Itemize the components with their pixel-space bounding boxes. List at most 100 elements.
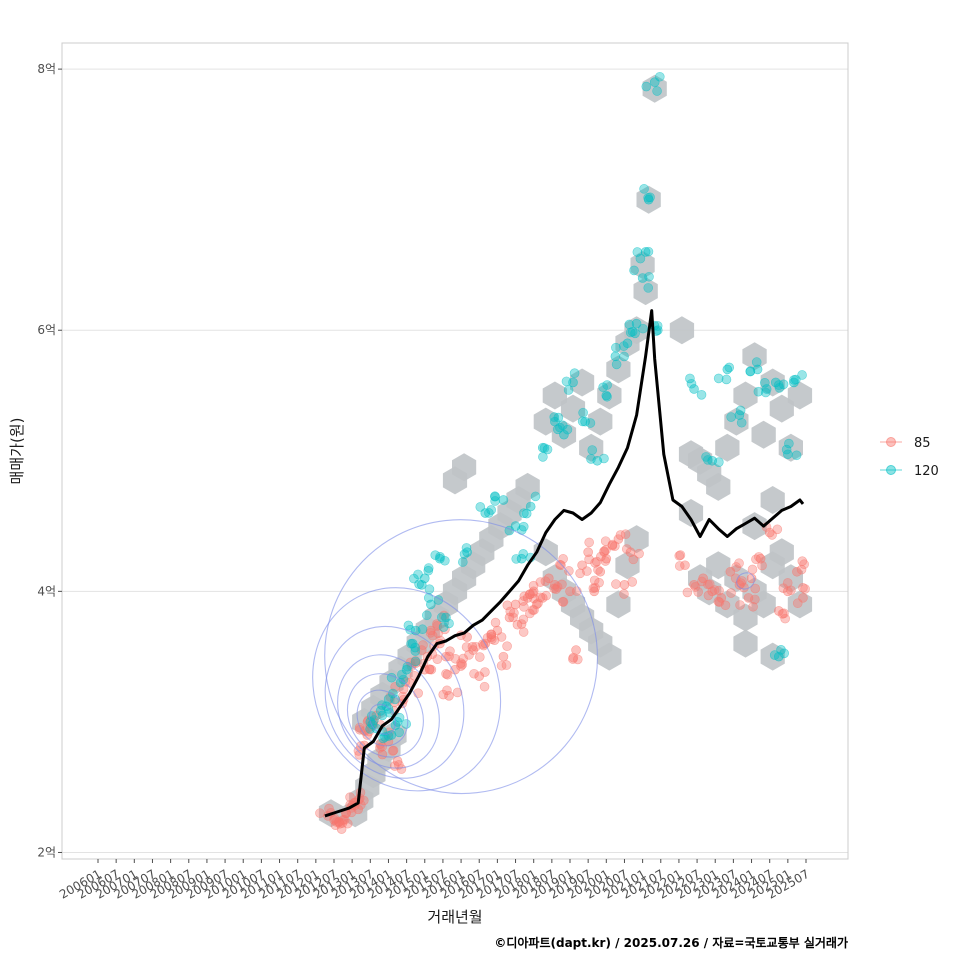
- data-point-85: [590, 558, 600, 568]
- data-point-120: [714, 457, 724, 467]
- data-point-85: [450, 653, 461, 664]
- data-point-120: [644, 271, 654, 282]
- data-point-85: [501, 660, 512, 670]
- data-point-120: [641, 81, 652, 92]
- data-point-85: [747, 564, 758, 575]
- y-tick-label: 2억: [37, 845, 56, 859]
- data-point-85: [796, 564, 807, 575]
- data-point-120: [559, 429, 569, 440]
- data-point-120: [638, 323, 648, 334]
- density-contour: [368, 703, 396, 735]
- data-point-85: [583, 547, 593, 557]
- data-point-120: [530, 491, 541, 502]
- data-point-120: [401, 719, 412, 729]
- data-point-85: [541, 590, 551, 601]
- data-point-120: [585, 418, 596, 428]
- data-point-85: [512, 619, 523, 630]
- data-point-120: [776, 645, 786, 655]
- data-point-120: [599, 453, 609, 464]
- data-point-85: [540, 576, 551, 587]
- data-point-85: [478, 640, 489, 651]
- data-point-85: [518, 627, 529, 637]
- data-point-120: [655, 71, 665, 82]
- hexbin-cell: [787, 590, 813, 619]
- data-point-85: [502, 641, 512, 652]
- data-point-120: [629, 265, 639, 276]
- data-point-120: [770, 377, 781, 388]
- data-point-85: [387, 746, 398, 756]
- data-point-85: [714, 585, 724, 596]
- data-point-85: [601, 545, 611, 555]
- data-point-120: [461, 543, 472, 553]
- hexbin-cell: [633, 277, 658, 306]
- data-point-120: [410, 656, 421, 667]
- hexbin-cell: [588, 407, 613, 436]
- data-point-85: [584, 537, 594, 548]
- data-point-85: [799, 559, 809, 570]
- data-point-120: [511, 554, 522, 564]
- data-point-85: [441, 651, 451, 662]
- data-point-120: [519, 508, 529, 519]
- panel-border: [61, 42, 849, 860]
- density-contour: [356, 689, 409, 747]
- data-point-85: [780, 613, 790, 624]
- data-point-120: [611, 342, 621, 353]
- data-point-85: [425, 628, 436, 638]
- data-point-85: [757, 560, 767, 571]
- density-contour-layer: [312, 519, 755, 795]
- data-point-120: [440, 555, 450, 566]
- data-point-120: [790, 374, 801, 385]
- data-point-85: [498, 651, 509, 662]
- hexbin-cell: [515, 472, 540, 501]
- data-point-85: [572, 654, 583, 665]
- data-point-85: [690, 582, 701, 592]
- data-point-120: [781, 444, 792, 455]
- data-point-85: [674, 550, 685, 561]
- data-point-120: [784, 438, 794, 449]
- data-point-120: [438, 622, 449, 632]
- data-point-120: [696, 390, 707, 400]
- data-point-85: [568, 654, 578, 664]
- legend: 85 120: [880, 436, 939, 479]
- data-point-120: [627, 326, 638, 337]
- data-point-85: [489, 635, 500, 646]
- data-point-120: [521, 508, 532, 519]
- data-point-120: [518, 549, 529, 559]
- data-point-120: [721, 374, 732, 385]
- data-point-120: [406, 638, 416, 649]
- data-point-85: [621, 544, 632, 554]
- data-point-85: [315, 808, 325, 818]
- y-axis: 2억 4억 6억 8억: [37, 62, 62, 859]
- data-point-85: [432, 621, 443, 631]
- data-point-85: [518, 614, 529, 625]
- data-point-85: [508, 612, 518, 623]
- data-point-120: [759, 378, 770, 388]
- data-point-120: [686, 378, 697, 389]
- data-point-120: [703, 455, 713, 465]
- hexbin-cell: [579, 433, 604, 462]
- y-tick-label: 4억: [37, 584, 56, 598]
- data-point-120: [538, 452, 548, 462]
- data-point-120: [569, 368, 580, 378]
- legend-key-dot-85: [886, 437, 896, 447]
- data-point-120: [414, 579, 424, 589]
- data-point-120: [430, 550, 441, 560]
- data-point-85: [792, 598, 803, 609]
- data-point-120: [577, 416, 588, 427]
- data-point-85: [558, 597, 569, 607]
- hexbin-cell: [751, 590, 776, 619]
- hexbin-cell: [606, 590, 631, 619]
- data-point-85: [619, 589, 629, 599]
- data-point-120: [423, 563, 434, 573]
- data-point-85: [535, 592, 546, 603]
- data-point-120: [726, 412, 736, 422]
- data-point-120: [383, 731, 394, 741]
- hexbin-cell: [733, 629, 758, 658]
- data-point-85: [792, 566, 802, 577]
- data-point-85: [782, 578, 793, 588]
- data-point-85: [565, 586, 575, 597]
- data-point-120: [578, 407, 588, 418]
- data-point-85: [627, 577, 638, 587]
- legend-key-dot-120: [886, 465, 896, 475]
- data-point-120: [410, 646, 421, 656]
